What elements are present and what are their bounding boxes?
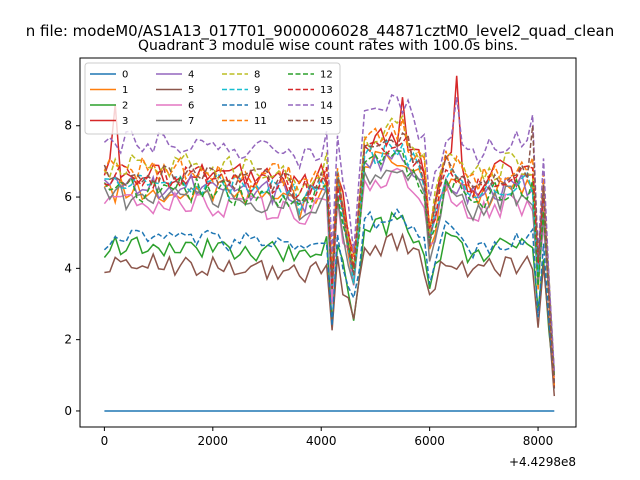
plot-frame	[79, 57, 577, 428]
series-line-15	[103, 125, 556, 389]
legend-label: 10	[254, 101, 267, 112]
legend-label: 9	[254, 85, 260, 96]
x-tick-label: 8000	[523, 434, 554, 448]
legend-label: 0	[122, 70, 128, 81]
series-line-10	[103, 207, 556, 384]
legend-label: 3	[122, 116, 128, 127]
legend-label: 5	[188, 85, 194, 96]
x-offset-text: +4.4298e8	[509, 455, 576, 469]
legend-label: 11	[254, 116, 267, 127]
legend-label: 1	[122, 85, 128, 96]
x-tick-label: 6000	[414, 434, 445, 448]
legend-label: 13	[320, 85, 333, 96]
series-line-5	[104, 232, 556, 397]
x-tick-label: 0	[101, 434, 109, 448]
plot-lines	[103, 75, 556, 412]
y-axis: 0 2 4 6 8	[64, 119, 80, 418]
y-tick-label: 4	[64, 261, 72, 275]
y-tick-label: 8	[64, 119, 72, 133]
x-tick-label: 2000	[198, 434, 229, 448]
x-tick-label: 4000	[306, 434, 337, 448]
legend-box	[84, 62, 341, 135]
y-tick-label: 6	[64, 190, 72, 204]
y-tick-label: 0	[64, 404, 72, 418]
legend-label: 6	[188, 101, 194, 112]
legend-label: 15	[320, 116, 333, 127]
legend-label: 2	[122, 101, 128, 112]
legend-label: 7	[188, 116, 194, 127]
legend-label: 8	[254, 70, 260, 81]
x-axis: 0 2000 4000 6000 8000	[101, 427, 554, 448]
legend-label: 4	[188, 70, 194, 81]
series-line-2	[103, 211, 556, 383]
series-line-13	[104, 133, 556, 388]
y-tick-label: 2	[64, 333, 72, 347]
series-line-14	[103, 94, 556, 372]
legend-label: 14	[320, 101, 333, 112]
series-line-6	[103, 167, 556, 378]
chart-suptitle: n file: modeM0/AS1A13_017T01_9000006028_…	[26, 22, 615, 41]
legend-label: 12	[320, 70, 333, 81]
chart-title: Quadrant 3 module wise count rates with …	[138, 38, 518, 54]
